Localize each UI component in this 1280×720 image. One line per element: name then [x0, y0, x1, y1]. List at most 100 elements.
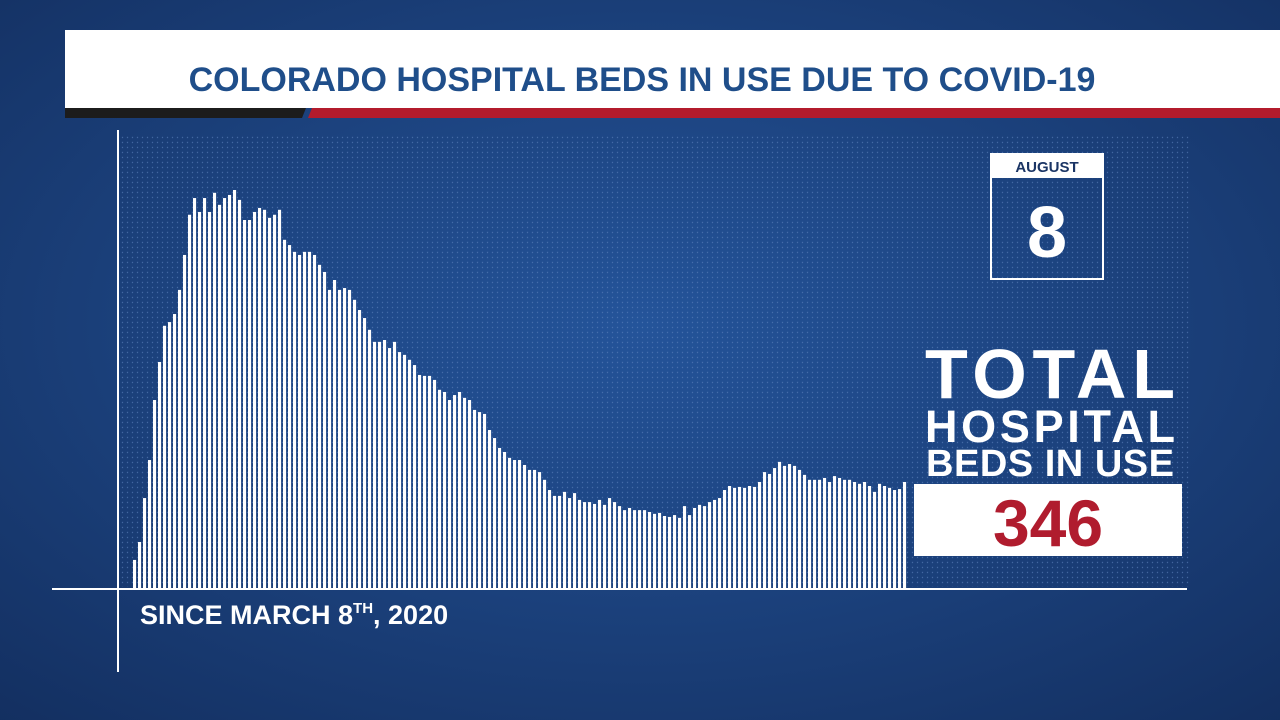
- bar: [138, 541, 142, 589]
- bar: [708, 502, 712, 589]
- bar: [553, 495, 557, 589]
- bar: [163, 325, 167, 589]
- bar: [583, 502, 587, 589]
- bar: [733, 487, 737, 589]
- bar: [513, 460, 517, 589]
- bar: [713, 499, 717, 589]
- bar: [398, 352, 402, 589]
- bar: [568, 498, 572, 589]
- bar: [668, 516, 672, 589]
- bar: [698, 504, 702, 589]
- bar: [778, 461, 782, 589]
- bar: [178, 289, 182, 589]
- calendar-day: 8: [1027, 193, 1067, 273]
- bar: [723, 490, 727, 589]
- bar: [828, 481, 832, 589]
- bar: [648, 511, 652, 589]
- total-box: [914, 484, 1182, 556]
- bar: [393, 341, 397, 589]
- bar: [533, 469, 537, 589]
- bar: [718, 498, 722, 589]
- bar: [453, 395, 457, 589]
- title-banner: [65, 30, 1280, 108]
- bar: [728, 486, 732, 589]
- bar: [248, 220, 252, 589]
- calendar-header: [991, 154, 1103, 178]
- bar: [153, 400, 157, 589]
- bar: [238, 199, 242, 589]
- bar: [303, 251, 307, 589]
- bar: [338, 289, 342, 589]
- bar: [488, 430, 492, 589]
- bar: [263, 209, 267, 589]
- bar: [348, 289, 352, 589]
- bar: [808, 479, 812, 589]
- bar: [148, 460, 152, 589]
- bar: [593, 503, 597, 589]
- bar: [518, 460, 522, 589]
- bar: [378, 341, 382, 589]
- bar: [438, 389, 442, 589]
- bar: [573, 493, 577, 589]
- bar: [773, 468, 777, 589]
- bar: [358, 310, 362, 589]
- bar: [693, 507, 697, 589]
- bar: [823, 477, 827, 589]
- bar: [478, 412, 482, 589]
- bar: [643, 510, 647, 589]
- bar: [403, 354, 407, 589]
- bar: [653, 513, 657, 589]
- bar: [813, 479, 817, 589]
- bar: [443, 391, 447, 589]
- bar: [868, 486, 872, 589]
- bar: [888, 487, 892, 589]
- bar: [528, 469, 532, 589]
- bar: [498, 447, 502, 589]
- bar: [803, 474, 807, 589]
- x-label-text: SINCE MARCH 8: [140, 600, 353, 630]
- bar: [743, 487, 747, 589]
- bar: [188, 214, 192, 589]
- bar: [233, 190, 237, 590]
- bar: [848, 479, 852, 589]
- bar: [463, 397, 467, 589]
- bar: [333, 280, 337, 589]
- bar: [893, 490, 897, 589]
- bar: [598, 499, 602, 589]
- bar: [673, 515, 677, 589]
- bar: [563, 491, 567, 589]
- x-label: SINCE MARCH 8TH, 2020: [140, 600, 448, 630]
- bar: [883, 486, 887, 589]
- bar: [228, 194, 232, 590]
- bar: [548, 490, 552, 589]
- bar: [408, 359, 412, 589]
- bar: [473, 409, 477, 589]
- bar: [508, 457, 512, 589]
- bar: [483, 413, 487, 589]
- bar: [753, 486, 757, 589]
- bar: [413, 365, 417, 589]
- bar: [818, 479, 822, 589]
- bar: [363, 318, 367, 589]
- bar: [288, 245, 292, 589]
- x-label-suffix: , 2020: [373, 600, 448, 630]
- bar: [843, 479, 847, 589]
- bar: [183, 254, 187, 589]
- bar: [458, 391, 462, 589]
- bar: [688, 515, 692, 589]
- bar: [273, 214, 277, 589]
- bar: [308, 251, 312, 589]
- bar: [343, 288, 347, 589]
- bar: [158, 361, 162, 589]
- bar: [293, 251, 297, 589]
- bar: [703, 506, 707, 589]
- bar: [213, 192, 217, 590]
- bar: [613, 502, 617, 589]
- bar: [283, 239, 287, 589]
- bar: [278, 209, 282, 589]
- bar: [853, 481, 857, 589]
- bar: [798, 469, 802, 589]
- bar: [388, 348, 392, 589]
